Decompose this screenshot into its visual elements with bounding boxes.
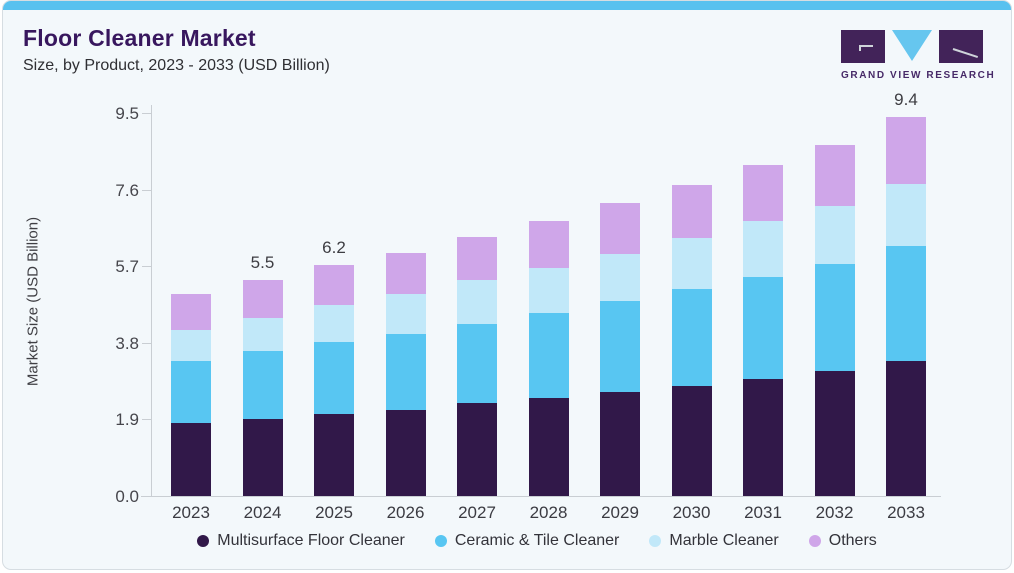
- y-tick-mark-1.9: [142, 419, 151, 421]
- bar-value-label-2025: 6.2: [322, 238, 346, 258]
- legend-item-marble-cleaner: Marble Cleaner: [649, 532, 779, 550]
- legend-label-multisurface-floor-cleaner: Multisurface Floor Cleaner: [217, 532, 405, 549]
- page-subtitle: Size, by Product, 2023 - 2033 (USD Billi…: [23, 57, 330, 74]
- bar-segment-2023-ceramic-tile-cleaner: [171, 360, 211, 424]
- x-axis-label-2031: 2031: [744, 503, 782, 522]
- top-accent-strip: [3, 1, 1011, 10]
- legend-label-others: Others: [828, 532, 877, 549]
- bar-segment-2033-others: [886, 117, 926, 184]
- page-title: Floor Cleaner Market: [23, 25, 256, 51]
- bar-segment-2026-marble-cleaner: [385, 294, 426, 334]
- chart-area: Market Size (USD Billion) 0.0 1.9 3.8 5.7 7.…: [3, 1, 1011, 569]
- y-tick-mark-3.8: [142, 342, 151, 344]
- bar-segment-2024-ceramic-tile-cleaner: [242, 350, 283, 419]
- bar-segment-2032-others: [814, 144, 855, 207]
- bar-segment-2023-others: [171, 293, 211, 330]
- gvr-logo-v-icon: [892, 30, 932, 61]
- y-tick-label-0.0: 0.0: [115, 487, 139, 506]
- x-axis-label-2028: 2028: [529, 503, 568, 522]
- bar-segment-2025-others: [314, 265, 354, 305]
- y-tick-mark-7.6: [142, 189, 151, 191]
- bar-segment-2032-multisurface-floor-cleaner: [814, 370, 855, 496]
- bar-segment-2033-multisurface-floor-cleaner: [886, 361, 926, 496]
- x-axis-label-2032: 2032: [815, 503, 854, 522]
- y-tick-label-3.8: 3.8: [115, 333, 139, 353]
- bar-segment-2027-ceramic-tile-cleaner: [457, 323, 497, 403]
- gvr-logo-r-icon: [939, 30, 983, 63]
- y-axis-line: [151, 105, 152, 496]
- x-axis-label-2030: 2030: [672, 503, 711, 522]
- bar-segment-2030-ceramic-tile-cleaner: [671, 288, 712, 386]
- bar-segment-2027-multisurface-floor-cleaner: [457, 402, 497, 496]
- y-tick-label-5.7: 5.7: [115, 257, 139, 277]
- bar-segment-2032-marble-cleaner: [814, 206, 855, 264]
- bar-value-label-2024: 5.5: [250, 253, 275, 273]
- y-tick-mark-5.7: [142, 266, 151, 268]
- bar-segment-2024-marble-cleaner: [242, 318, 283, 351]
- bar-value-label-2033: 9.4: [894, 90, 918, 110]
- bar-segment-2033-ceramic-tile-cleaner: [886, 245, 926, 362]
- gvr-logo-mark: [841, 30, 983, 64]
- bar-segment-2031-marble-cleaner: [743, 220, 783, 277]
- legend-item-others: Others: [808, 532, 877, 550]
- legend-dot-ceramic-tile-cleaner: [434, 535, 447, 547]
- bar-segment-2029-multisurface-floor-cleaner: [600, 392, 640, 496]
- x-axis-label-2025: 2025: [315, 503, 353, 522]
- bar-segment-2030-marble-cleaner: [671, 238, 712, 289]
- bar-segment-2024-multisurface-floor-cleaner: [242, 419, 283, 496]
- bar-segment-2028-multisurface-floor-cleaner: [528, 398, 569, 496]
- bar-segment-2032-ceramic-tile-cleaner: [814, 263, 855, 371]
- bar-segment-2024-others: [242, 280, 283, 319]
- bar-segment-2027-marble-cleaner: [457, 280, 497, 324]
- y-tick-mark-9.5: [142, 113, 151, 115]
- bar-segment-2030-multisurface-floor-cleaner: [671, 385, 712, 496]
- bar-segment-2031-ceramic-tile-cleaner: [743, 276, 783, 379]
- bar-segment-2028-marble-cleaner: [528, 268, 569, 313]
- legend-label-ceramic-tile-cleaner: Ceramic & Tile Cleaner: [454, 532, 620, 549]
- bar-segment-2029-others: [600, 203, 640, 254]
- legend-dot-marble-cleaner: [649, 535, 662, 547]
- x-axis-label-2027: 2027: [458, 503, 496, 522]
- x-axis-label-2024: 2024: [243, 503, 282, 522]
- legend-dot-others: [808, 535, 821, 547]
- bar-segment-2030-others: [671, 185, 712, 239]
- x-axis-label-2026: 2026: [386, 503, 425, 522]
- y-tick-mark-0.0: [142, 496, 151, 497]
- x-axis-label-2033: 2033: [887, 503, 925, 522]
- bar-segment-2026-others: [385, 252, 426, 295]
- bar-segment-2025-ceramic-tile-cleaner: [314, 342, 354, 415]
- bar-segment-2029-marble-cleaner: [600, 253, 640, 302]
- bar-segment-2028-ceramic-tile-cleaner: [528, 312, 569, 399]
- bar-segment-2033-marble-cleaner: [886, 183, 926, 246]
- bar-segment-2025-marble-cleaner: [314, 304, 354, 343]
- bar-segment-2027-others: [457, 236, 497, 281]
- bar-segment-2023-marble-cleaner: [171, 329, 211, 361]
- bar-segment-2031-multisurface-floor-cleaner: [743, 378, 783, 496]
- gvr-logo-g-icon: [841, 30, 885, 63]
- bar-segment-2025-multisurface-floor-cleaner: [314, 414, 354, 496]
- y-tick-label-9.5: 9.5: [115, 104, 139, 124]
- x-axis-label-2023: 2023: [172, 503, 210, 522]
- gvr-logo-text: GRAND VIEW RESEARCH: [841, 70, 996, 81]
- y-axis-title: Market Size (USD Billion): [24, 216, 42, 387]
- header: Floor Cleaner Market Size, by Product, 2…: [23, 25, 330, 75]
- x-axis-label-2029: 2029: [601, 503, 639, 522]
- legend-item-ceramic-tile-cleaner: Ceramic & Tile Cleaner: [434, 532, 620, 550]
- legend-label-marble-cleaner: Marble Cleaner: [669, 532, 779, 549]
- bar-segment-2023-multisurface-floor-cleaner: [171, 423, 211, 496]
- bar-segment-2026-ceramic-tile-cleaner: [385, 333, 426, 410]
- y-tick-label-1.9: 1.9: [115, 410, 139, 430]
- legend-dot-multisurface-floor-cleaner: [197, 535, 210, 547]
- x-axis-line: [141, 496, 941, 497]
- bar-segment-2031-others: [743, 164, 783, 221]
- chart-legend: Multisurface Floor Cleaner Ceramic & Tile…: [63, 532, 1011, 550]
- bar-segment-2028-others: [528, 220, 569, 269]
- bar-segment-2026-multisurface-floor-cleaner: [385, 409, 426, 496]
- y-tick-label-7.6: 7.6: [115, 180, 139, 200]
- gvr-logo: GRAND VIEW RESEARCH: [841, 30, 996, 81]
- legend-item-multisurface-floor-cleaner: Multisurface Floor Cleaner: [197, 532, 405, 550]
- bar-segment-2029-ceramic-tile-cleaner: [600, 301, 640, 393]
